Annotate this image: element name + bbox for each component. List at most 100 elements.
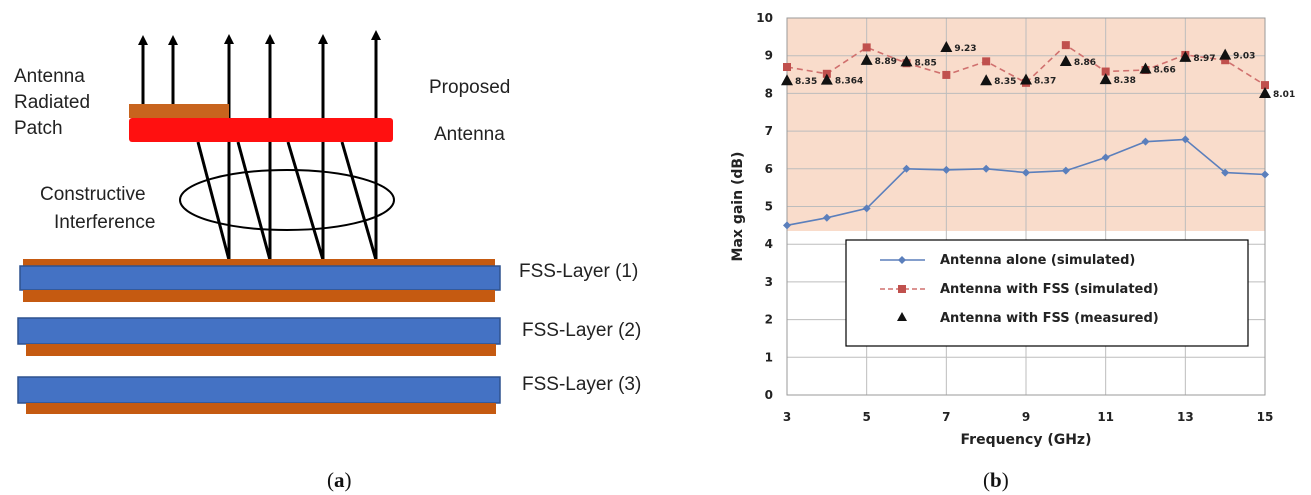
label-antenna: Antenna (14, 66, 85, 87)
point-2-1 (820, 73, 833, 85)
radiated-patch (129, 104, 229, 118)
data-label-3: 8.85 (915, 58, 937, 68)
point-0-7 (1061, 166, 1070, 175)
point-2-6 (1020, 73, 1032, 85)
label-proposed: Proposed (429, 77, 510, 98)
point-1-12 (1261, 81, 1269, 90)
tick-labels: 0 1 2 3 4 5 6 7 8 9 10 3 5 7 9 11 13 15 (756, 11, 1273, 424)
point-0-1 (822, 213, 831, 222)
label-antenna-right: Antenna (434, 124, 505, 145)
data-label-0: 8.35 (795, 77, 817, 87)
ray-2 (236, 141, 272, 261)
legend-marker-alone (898, 256, 906, 264)
data-label-8: 8.38 (1114, 76, 1136, 86)
ray-1 (196, 141, 231, 261)
ray-3 (286, 141, 325, 261)
series-0 (783, 135, 1269, 230)
legend-label-alone: Antenna alone (simulated) (940, 253, 1135, 268)
x-tick-7: 7 (942, 410, 950, 424)
point-0-8 (1101, 153, 1110, 162)
y-tick-4: 4 (765, 237, 773, 251)
series-layer: 8.35 8.364 8.89 8.85 9.23 8.35 8.37 8.86 8.38 8.6… (781, 41, 1295, 230)
label-fss-layer-1: FSS-Layer (1) (519, 261, 638, 282)
series-2: 8.35 8.364 8.89 8.85 9.23 8.35 8.37 8.86 8.38 8.6… (781, 41, 1295, 100)
caption-b: (b) (983, 468, 1009, 492)
data-label-5: 8.35 (994, 77, 1016, 87)
point-2-9 (1139, 62, 1152, 74)
fss-layer-2 (17, 317, 501, 356)
data-label-9: 8.66 (1154, 66, 1176, 76)
y-tick-9: 9 (765, 49, 773, 63)
caption-a: (a) (327, 468, 352, 492)
point-0-9 (1141, 137, 1150, 146)
fss-antenna-diagram: Antenna Radiated Patch Proposed Antenna … (14, 30, 641, 492)
point-0-12 (1261, 170, 1269, 179)
x-tick-11: 11 (1097, 410, 1114, 424)
point-1-8 (1101, 67, 1110, 76)
x-axis-title: Frequency (GHz) (961, 432, 1092, 448)
point-1-7 (1061, 41, 1070, 50)
point-0-5 (982, 164, 991, 173)
x-tick-9: 9 (1022, 410, 1030, 424)
fss-layer-3 (17, 376, 501, 414)
point-2-4 (940, 41, 953, 53)
data-label-4: 9.23 (954, 44, 976, 54)
point-2-7 (1059, 54, 1072, 66)
ray-4 (340, 141, 378, 261)
x-tick-13: 13 (1177, 410, 1194, 424)
legend-label-fss-meas: Antenna with FSS (measured) (940, 311, 1159, 326)
point-2-5 (980, 74, 993, 86)
data-label-1: 8.364 (835, 77, 863, 87)
point-2-2 (860, 53, 873, 65)
label-interference: Interference (54, 212, 155, 233)
point-0-4 (942, 165, 951, 174)
point-0-2 (862, 204, 871, 213)
data-label-12: 8.01 (1273, 90, 1295, 100)
y-tick-1: 1 (765, 350, 773, 364)
label-radiated: Radiated (14, 92, 90, 113)
y-tick-0: 0 (765, 388, 773, 402)
point-2-10 (1179, 50, 1192, 62)
point-0-11 (1221, 168, 1230, 177)
y-tick-6: 6 (765, 162, 773, 176)
y-tick-3: 3 (765, 275, 773, 289)
point-1-5 (982, 57, 991, 66)
plot-frame (786, 17, 1266, 396)
data-label-11: 9.03 (1233, 52, 1255, 62)
label-fss-layer-2: FSS-Layer (2) (522, 320, 641, 341)
point-1-11 (1221, 56, 1230, 65)
point-0-10 (1181, 135, 1190, 144)
y-tick-10: 10 (756, 11, 773, 25)
point-1-4 (942, 70, 951, 79)
point-2-12 (1259, 87, 1271, 99)
fss-layer-1 (19, 259, 501, 302)
legend: Antenna alone (simulated) Antenna with F… (845, 239, 1249, 347)
y-tick-7: 7 (765, 124, 773, 138)
radiated-arrows (138, 30, 381, 260)
data-label-10: 8.97 (1193, 54, 1215, 64)
point-2-0 (781, 74, 793, 86)
data-label-2: 8.89 (875, 57, 897, 67)
y-axis-title: Max gain (dB) (730, 152, 746, 262)
point-0-6 (1022, 168, 1030, 177)
y-tick-5: 5 (765, 200, 773, 214)
data-label-6: 8.37 (1034, 76, 1056, 86)
label-constructive: Constructive (40, 184, 146, 205)
legend-box (845, 239, 1249, 347)
point-2-3 (900, 55, 913, 67)
label-patch: Patch (14, 118, 63, 139)
point-0-0 (783, 221, 791, 230)
interference-ellipse (179, 169, 395, 231)
legend-label-fss-sim: Antenna with FSS (simulated) (940, 282, 1159, 297)
point-2-8 (1099, 73, 1112, 85)
point-1-2 (862, 43, 871, 52)
reflected-rays (196, 141, 378, 261)
x-tick-5: 5 (862, 410, 870, 424)
y-tick-8: 8 (765, 86, 773, 100)
x-tick-3: 3 (783, 410, 791, 424)
label-fss-layer-3: FSS-Layer (3) (522, 374, 641, 395)
point-2-11 (1219, 48, 1232, 60)
legend-marker-fss-sim (898, 285, 906, 293)
point-0-3 (902, 164, 911, 173)
